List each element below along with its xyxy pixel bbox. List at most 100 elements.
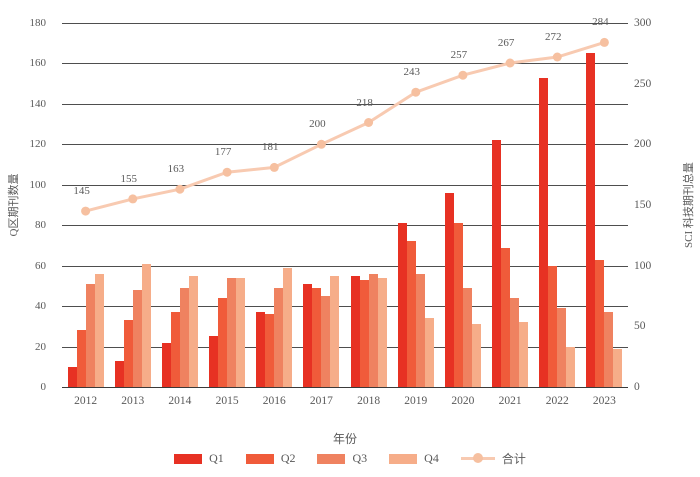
bar-q1-2012: [67, 366, 77, 387]
bar-q3-2019: [415, 273, 425, 387]
legend-swatch: [317, 453, 346, 464]
line-marker: [411, 87, 421, 97]
bar-q4-2022: [566, 346, 576, 387]
bar-q3-2021: [510, 298, 520, 387]
legend-label: 合计: [501, 452, 526, 466]
left-axis-tick-label: 0: [40, 381, 47, 393]
right-axis-title: SCI 科技期刊总量: [683, 162, 695, 248]
line-data-label: 200: [309, 118, 326, 131]
bar-q2-2013: [123, 320, 133, 387]
x-axis-tick-label: 2017: [309, 395, 333, 407]
right-axis-tick-label: 150: [634, 199, 652, 211]
legend-line-dot: [472, 453, 483, 463]
bar-q2-2016: [265, 314, 275, 387]
x-axis-tick-label: 2019: [404, 395, 428, 407]
legend-label: Q2: [280, 451, 296, 465]
legend-swatch: [174, 453, 203, 464]
left-axis-tick-label: 40: [35, 300, 46, 313]
line-marker: [128, 194, 138, 204]
gridline: [62, 225, 628, 227]
right-axis-tick-label: 200: [634, 138, 652, 151]
legend-swatch: [389, 453, 418, 464]
right-axis-tick-label: 100: [634, 259, 652, 272]
bar-q3-2016: [274, 287, 284, 387]
bar-q4-2015: [236, 277, 246, 387]
left-axis-tick-label: 180: [29, 17, 47, 29]
x-axis-tick-label: 2018: [357, 395, 381, 407]
gridline: [62, 306, 628, 308]
bar-q4-2019: [424, 318, 434, 387]
line-marker: [599, 37, 609, 47]
line-data-label: 272: [545, 31, 562, 43]
line-marker: [175, 184, 185, 194]
bar-q2-2018: [359, 279, 369, 387]
legend-label: Q3: [352, 451, 368, 465]
x-axis-tick-label: 2020: [451, 395, 475, 407]
line-data-label: 177: [214, 146, 232, 159]
bar-q3-2015: [227, 277, 237, 387]
bar-q1-2020: [444, 192, 454, 387]
bar-q1-2023: [586, 53, 596, 387]
legend-label: Q1: [209, 451, 224, 465]
bar-q4-2017: [330, 275, 340, 387]
right-axis-tick-label: 250: [634, 77, 652, 90]
legend: Q1 Q2 Q3 Q4 合计: [0, 450, 700, 467]
left-axis-tick-label: 80: [35, 219, 46, 232]
bar-q3-2018: [368, 273, 378, 387]
left-axis-tick-label: 120: [29, 138, 47, 151]
x-axis-tick-label: 2013: [121, 395, 145, 407]
x-axis-tick-label: 2015: [215, 395, 239, 407]
bar-q1-2021: [492, 140, 502, 387]
bar-q2-2015: [218, 298, 228, 387]
bar-q2-2014: [170, 312, 180, 387]
gridline: [62, 23, 628, 24]
line-marker: [222, 167, 232, 177]
bar-q1-2014: [161, 342, 171, 387]
line-marker: [364, 118, 374, 127]
line-marker: [458, 70, 468, 80]
gridline: [62, 346, 628, 348]
gridline: [62, 387, 628, 388]
bar-q3-2013: [132, 289, 142, 387]
line-data-label: 218: [356, 96, 373, 109]
bar-q4-2018: [377, 277, 387, 387]
line-data-label: 284: [592, 16, 609, 29]
legend-line-glyph: [460, 453, 495, 464]
line-data-label: 155: [120, 172, 138, 185]
left-axis-tick-label: 60: [35, 259, 46, 272]
bar-q3-2023: [604, 312, 614, 387]
bar-q2-2020: [453, 223, 463, 387]
x-axis-tick-label: 2016: [262, 395, 286, 407]
bar-q3-2014: [179, 287, 189, 387]
right-axis-tick-label: 0: [634, 381, 640, 393]
line-data-label: 163: [167, 163, 185, 176]
x-axis-tick-label: 2021: [498, 395, 522, 407]
bar-q2-2022: [548, 265, 558, 387]
legend-item-q4: Q4: [389, 451, 439, 466]
bar-q3-2020: [462, 287, 472, 387]
left-axis-tick-label: 160: [29, 57, 47, 70]
line-data-label: 145: [73, 185, 90, 198]
x-axis-title: 年份: [332, 432, 357, 446]
x-axis-tick-label: 2022: [545, 395, 569, 407]
bar-q1-2016: [256, 312, 266, 387]
left-axis-tick-label: 100: [29, 178, 47, 191]
x-axis-tick-label: 2014: [168, 395, 192, 407]
bar-q2-2019: [406, 241, 416, 387]
right-axis-tick-label: 50: [634, 320, 646, 333]
legend-item-合计: 合计: [460, 450, 526, 467]
line-marker: [81, 206, 91, 216]
bar-q3-2012: [85, 283, 95, 387]
bar-q4-2023: [613, 348, 623, 387]
right-axis-tick-label: 300: [634, 17, 652, 29]
legend-label: Q4: [424, 451, 439, 465]
bar-q3-2022: [557, 308, 567, 387]
bar-q3-2017: [321, 296, 331, 387]
legend-swatch: [245, 453, 274, 464]
line-data-label: 181: [262, 141, 279, 154]
bar-q1-2013: [114, 360, 124, 387]
bar-q2-2012: [76, 330, 86, 387]
bar-q1-2019: [397, 223, 407, 387]
bar-q4-2021: [519, 322, 529, 387]
